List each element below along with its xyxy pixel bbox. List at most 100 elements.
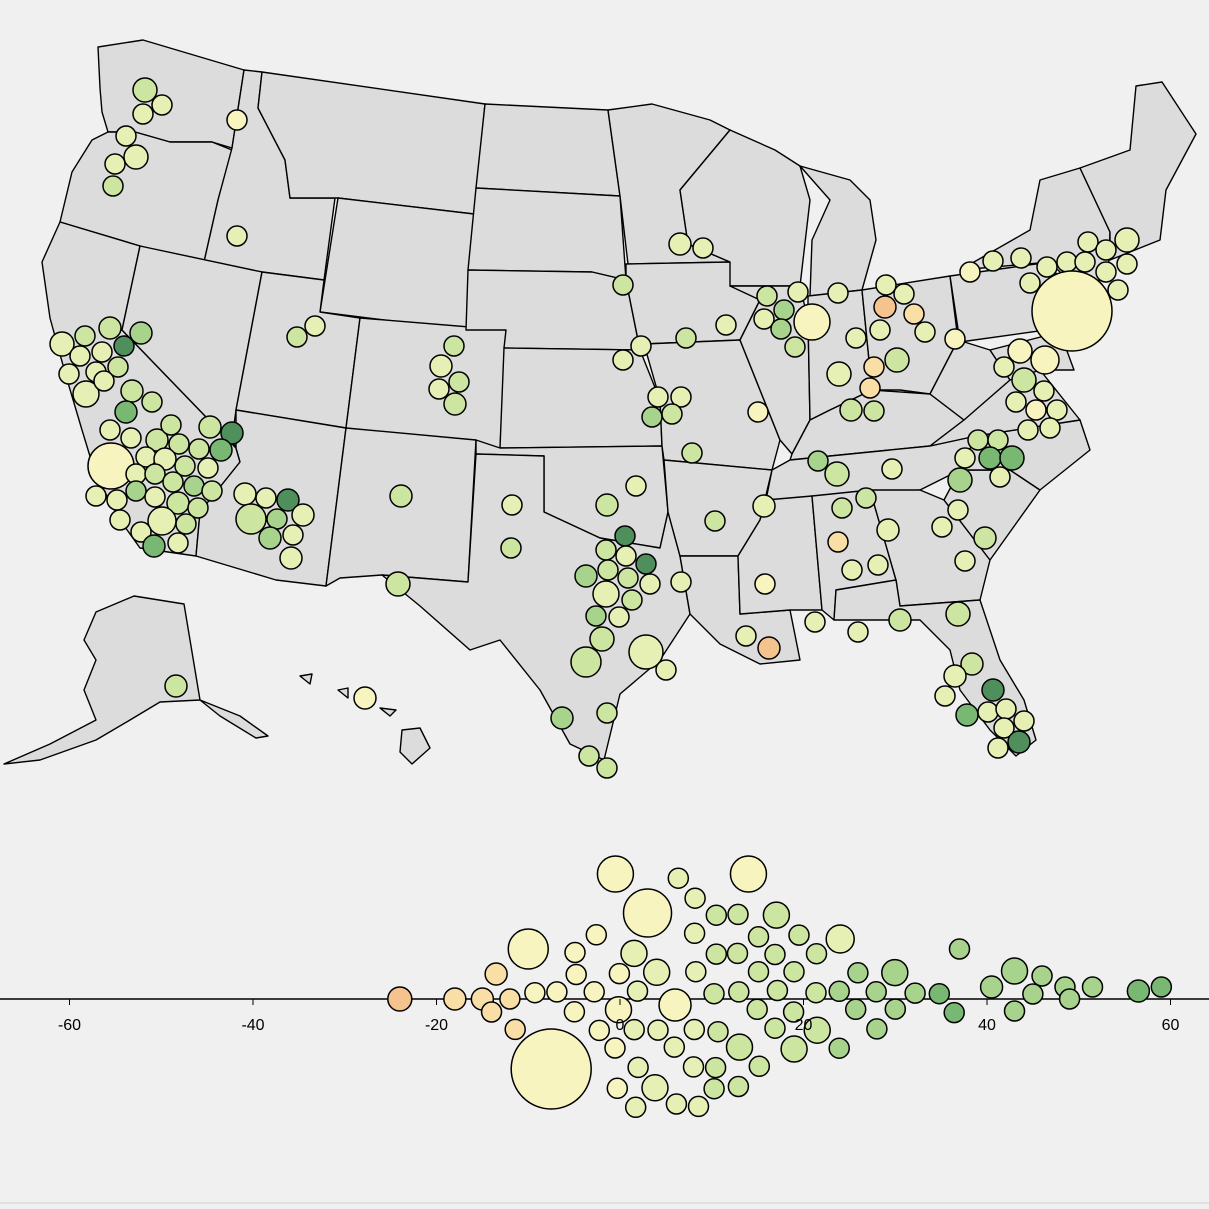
swarm-bubble bbox=[604, 1037, 626, 1059]
swarm-bubble bbox=[583, 981, 605, 1003]
map-bubble bbox=[647, 386, 669, 408]
swarm-bubble bbox=[1031, 965, 1053, 987]
map-bubble bbox=[960, 652, 984, 676]
map-bubble bbox=[175, 513, 197, 535]
map-bubble bbox=[106, 489, 128, 511]
map-bubble bbox=[286, 326, 308, 348]
swarm-bubble bbox=[667, 867, 690, 889]
swarm-bubble bbox=[766, 979, 789, 1002]
swarm-bubble bbox=[805, 981, 827, 1004]
map-bubble bbox=[93, 370, 115, 392]
swarm-bubble bbox=[780, 1035, 808, 1063]
map-bubble bbox=[141, 391, 163, 413]
map-bubble bbox=[130, 521, 152, 543]
map-bubble bbox=[1007, 338, 1033, 364]
swarm-bubble bbox=[728, 981, 750, 1003]
swarm-bubble bbox=[928, 982, 951, 1005]
swarm-bubble bbox=[1000, 957, 1029, 985]
map-bubble bbox=[144, 486, 166, 508]
swarm-bubble bbox=[705, 904, 728, 926]
swarm-bubble bbox=[546, 981, 568, 1003]
map-bubble bbox=[973, 526, 997, 550]
map-bubble bbox=[429, 354, 453, 378]
swarm-bubble bbox=[943, 1001, 965, 1024]
swarm-bubble bbox=[762, 901, 791, 929]
map-bubble bbox=[675, 327, 697, 349]
map-bubble bbox=[74, 325, 96, 347]
map-bubble bbox=[174, 455, 196, 477]
map-bubble bbox=[617, 567, 639, 589]
map-bubble bbox=[855, 487, 877, 509]
map-bubble bbox=[914, 321, 936, 343]
map-bubble bbox=[1017, 419, 1039, 441]
swarm-bubble bbox=[884, 998, 907, 1020]
map-bubble bbox=[443, 392, 467, 416]
map-bubble bbox=[787, 281, 809, 303]
swarm-bubble bbox=[764, 943, 786, 966]
swarm-bubble bbox=[647, 1019, 669, 1041]
swarm-bubble bbox=[588, 1019, 611, 1042]
map-bubble bbox=[824, 461, 850, 487]
map-bubble bbox=[826, 361, 852, 387]
map-bubble bbox=[279, 546, 303, 570]
swarm-bubble bbox=[683, 1018, 706, 1041]
swarm-bubble bbox=[687, 1095, 710, 1118]
map-bubble bbox=[167, 532, 189, 554]
map-bubble bbox=[276, 488, 300, 512]
map-bubble bbox=[839, 398, 863, 422]
x-axis-tick-label: -40 bbox=[241, 1017, 264, 1034]
map-bubble bbox=[944, 328, 966, 350]
map-bubble bbox=[977, 701, 999, 723]
swarm-bubble bbox=[703, 1077, 725, 1100]
map-bubble bbox=[1056, 251, 1078, 273]
map-bubble bbox=[125, 480, 147, 502]
map-bubble bbox=[1013, 710, 1035, 732]
map-bubble bbox=[1025, 399, 1047, 421]
map-bubble bbox=[635, 553, 657, 575]
map-bubble bbox=[1116, 253, 1138, 275]
map-bubble bbox=[934, 685, 956, 707]
swarm-bubble bbox=[606, 1077, 629, 1100]
map-bubble bbox=[132, 103, 154, 125]
state-kansas bbox=[499, 347, 663, 449]
swarm-bubble bbox=[596, 855, 635, 893]
map-bubble bbox=[589, 626, 615, 652]
swarm-bubble bbox=[746, 998, 768, 1021]
map-bubble bbox=[596, 702, 618, 724]
state-south-dakota bbox=[467, 187, 627, 281]
map-bubble bbox=[304, 315, 326, 337]
map-bubble bbox=[597, 559, 619, 581]
map-bubble bbox=[592, 580, 620, 608]
map-bubble bbox=[955, 703, 979, 727]
swarm-bubble bbox=[703, 982, 725, 1005]
map-bubble bbox=[209, 438, 233, 462]
x-axis-tick-label: 20 bbox=[795, 1017, 813, 1034]
swarm-bubble bbox=[866, 1018, 888, 1040]
map-bubble bbox=[1033, 380, 1055, 402]
map-bubble bbox=[661, 403, 683, 425]
swarm-bubble bbox=[480, 1001, 503, 1023]
map-bubble bbox=[859, 377, 881, 399]
swarm-bubble bbox=[865, 981, 887, 1003]
map-bubble bbox=[715, 314, 737, 336]
map-bubble bbox=[570, 646, 602, 678]
map-bubble bbox=[641, 406, 663, 428]
swarm-bubble bbox=[747, 960, 770, 983]
map-bubble bbox=[220, 421, 244, 445]
map-bubble bbox=[841, 559, 863, 581]
state-north-dakota bbox=[475, 103, 621, 197]
map-bubble bbox=[1031, 270, 1113, 352]
swarm-bubble bbox=[443, 987, 467, 1011]
map-bubble bbox=[954, 447, 976, 469]
swarm-bubble bbox=[663, 1036, 686, 1058]
map-bubble bbox=[873, 295, 897, 319]
map-bubble bbox=[847, 621, 869, 643]
map-bubble bbox=[144, 463, 166, 485]
map-bubble bbox=[943, 664, 967, 688]
map-bubble bbox=[49, 331, 75, 357]
map-bubble bbox=[113, 335, 135, 357]
map-bubble bbox=[867, 554, 889, 576]
swarm-bubble bbox=[725, 1033, 754, 1061]
map-bubble bbox=[187, 497, 209, 519]
map-bubble bbox=[735, 625, 757, 647]
